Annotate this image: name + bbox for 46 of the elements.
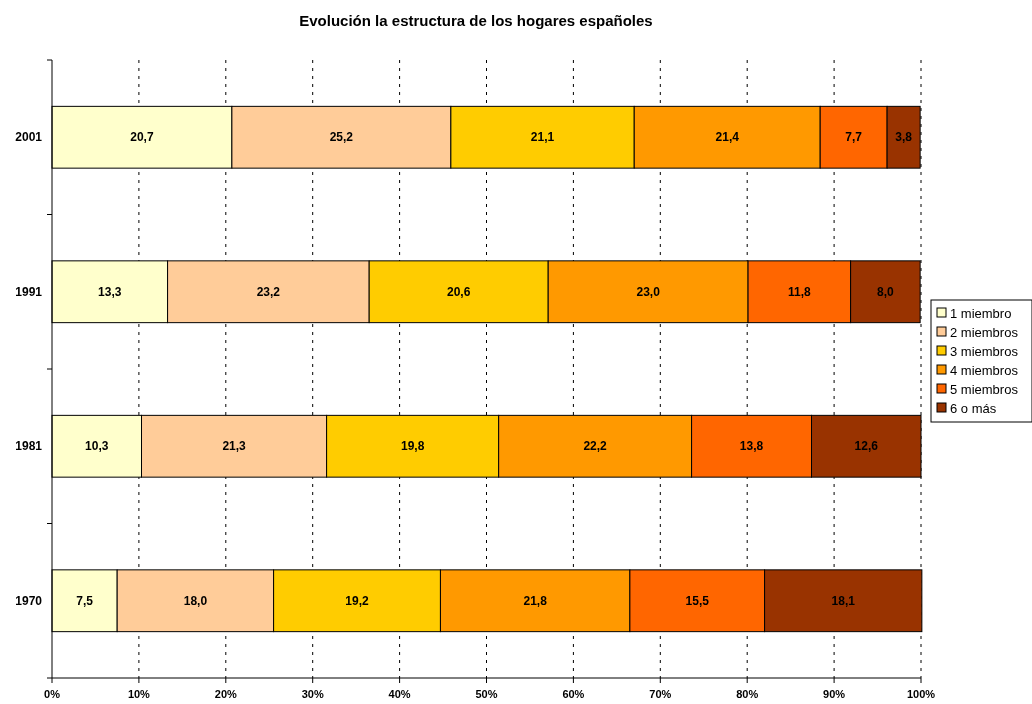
data-label: 18,1 xyxy=(831,593,856,608)
data-label: 13,3 xyxy=(98,284,122,299)
data-label: 12,6 xyxy=(854,439,879,454)
data-label: 21,3 xyxy=(222,439,247,454)
data-label: 21,8 xyxy=(523,593,548,608)
legend-label: 3 miembros xyxy=(950,343,1019,359)
y-tick-label: 1991 xyxy=(15,284,43,299)
data-label: 11,8 xyxy=(787,284,812,299)
x-tick-label: 100% xyxy=(906,688,936,700)
y-tick-label: 2001 xyxy=(15,130,43,145)
data-label: 3,8 xyxy=(895,130,913,145)
x-tick-label: 70% xyxy=(649,688,672,700)
data-label: 21,4 xyxy=(715,130,740,145)
data-label: 22,2 xyxy=(583,439,608,454)
x-tick-label: 50% xyxy=(475,688,498,700)
data-label: 25,2 xyxy=(329,130,354,145)
data-label: 8,0 xyxy=(877,284,895,299)
legend-label: 2 miembros xyxy=(950,324,1019,340)
data-label: 23,0 xyxy=(636,284,661,299)
data-label: 7,5 xyxy=(76,593,94,608)
x-tick-label: 20% xyxy=(214,688,238,700)
x-tick-label: 90% xyxy=(823,688,846,700)
legend-label: 6 o más xyxy=(950,400,997,416)
x-tick-label: 60% xyxy=(562,688,585,700)
data-label: 19,2 xyxy=(345,593,370,608)
y-tick-label: 1970 xyxy=(15,593,43,608)
data-label: 21,1 xyxy=(530,130,555,145)
data-label: 20,6 xyxy=(447,284,471,299)
data-label: 23,2 xyxy=(256,284,281,299)
data-label: 18,0 xyxy=(183,593,208,608)
legend-label: 1 miembro xyxy=(950,305,1012,321)
data-label: 19,8 xyxy=(400,439,425,454)
legend-label: 5 miembros xyxy=(950,381,1019,397)
data-label: 13,8 xyxy=(739,439,764,454)
x-tick-label: 0% xyxy=(44,688,61,700)
y-tick-label: 1981 xyxy=(15,439,43,454)
chart-title: Evolución la estructura de los hogares españoles xyxy=(299,12,653,29)
x-tick-label: 30% xyxy=(301,688,324,700)
data-label: 20,7 xyxy=(130,130,154,145)
x-tick-label: 80% xyxy=(736,688,759,700)
x-tick-label: 40% xyxy=(388,688,411,700)
legend-label: 4 miembros xyxy=(950,362,1019,378)
data-label: 7,7 xyxy=(845,130,863,145)
data-label: 15,5 xyxy=(685,593,710,608)
x-tick-label: 10% xyxy=(127,688,151,700)
data-label: 10,3 xyxy=(85,439,109,454)
